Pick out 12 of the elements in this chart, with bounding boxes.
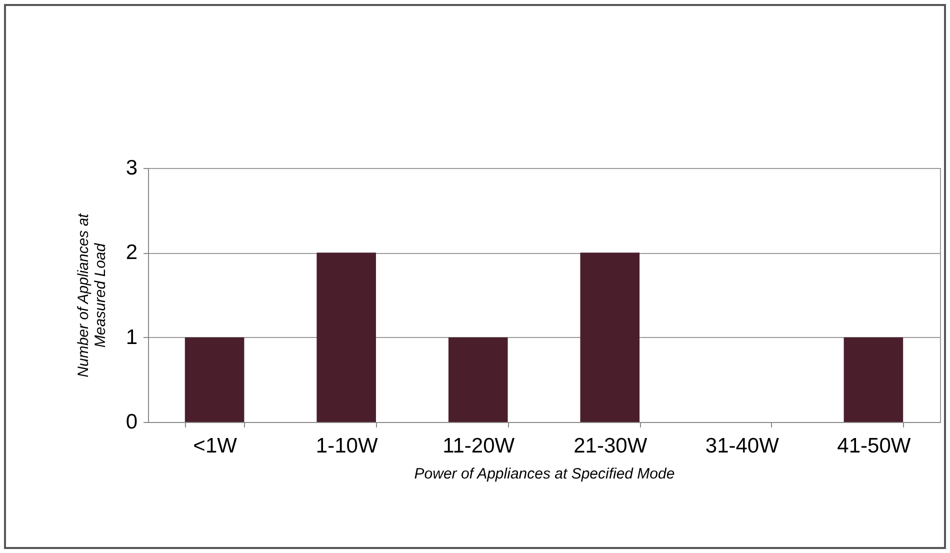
x-tick-label: 41-50W [837, 434, 911, 458]
y-tick-label: 1 [126, 326, 138, 349]
x-tick-label: 21-30W [574, 434, 648, 458]
x-axis-title: Power of Appliances at Specified Mode [414, 466, 675, 482]
x-tick-label: 31-40W [705, 434, 780, 458]
x-tick-label: 11-20W [442, 434, 515, 458]
y-axis-title: Number of Appliances at Measured Load [74, 212, 109, 378]
y-tick-label: 3 [126, 156, 138, 180]
y-tick-label: 0 [126, 410, 138, 434]
x-tick-label: <1W [193, 434, 238, 458]
x-tick-label: 1-10W [316, 434, 378, 458]
y-tick-label: 2 [126, 241, 138, 264]
